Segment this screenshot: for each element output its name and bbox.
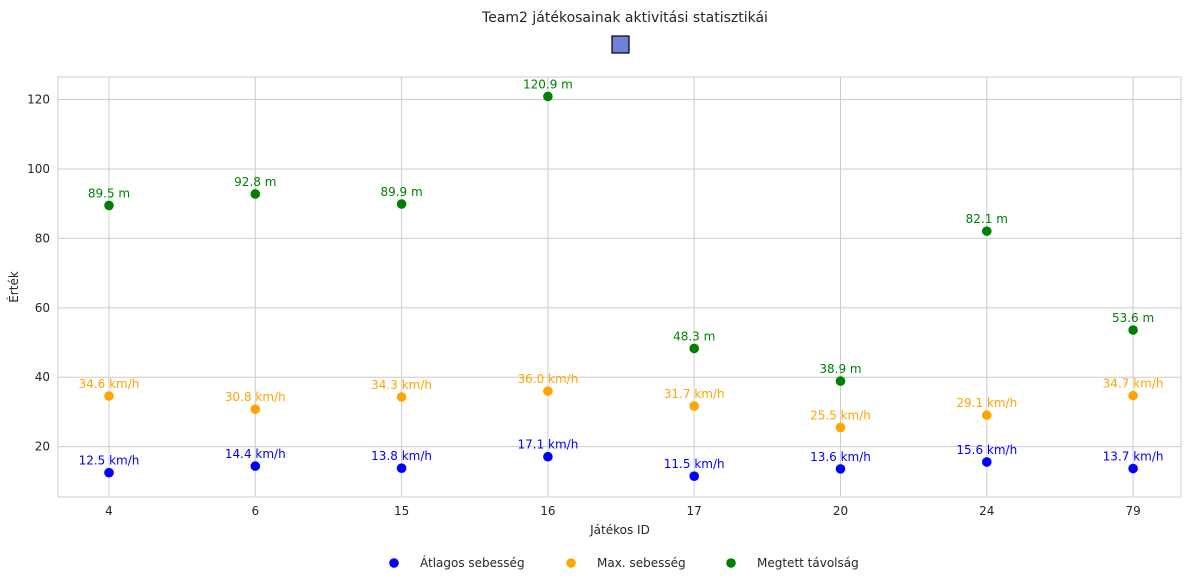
data-point <box>1128 463 1138 474</box>
data-point <box>835 376 846 386</box>
data-point <box>982 457 992 467</box>
data-label: 25.5 km/h <box>810 409 871 423</box>
data-point <box>835 464 846 474</box>
x-tick-label: 4 <box>105 504 113 518</box>
x-axis-label: Játékos ID <box>589 523 650 537</box>
data-point <box>835 422 846 433</box>
data-point <box>396 392 407 402</box>
legend-marker <box>389 558 399 568</box>
data-label: 14.4 km/h <box>225 447 286 461</box>
y-axis-ticks: 20 40 60 80 100 120 <box>27 93 50 454</box>
y-tick-label: 20 <box>35 440 50 454</box>
data-point <box>982 226 992 236</box>
grid <box>58 77 1181 497</box>
data-point <box>689 343 699 354</box>
data-point <box>250 189 261 199</box>
data-label: 17.1 km/h <box>517 438 578 452</box>
data-label: 13.8 km/h <box>371 449 432 463</box>
data-label: 53.6 m <box>1112 311 1154 325</box>
y-axis-label: Érték <box>6 271 21 303</box>
data-label: 38.9 m <box>819 362 861 376</box>
x-tick-label: 16 <box>540 504 555 518</box>
data-label: 31.7 km/h <box>664 387 725 401</box>
x-tick-label: 15 <box>394 504 409 518</box>
data-point <box>104 200 114 211</box>
data-point <box>396 463 407 473</box>
plot-area <box>57 76 1182 498</box>
data-point <box>982 410 992 420</box>
data-point <box>689 471 699 481</box>
x-tick-label: 79 <box>1125 504 1140 518</box>
data-label: 120.9 m <box>523 77 573 91</box>
data-label: 29.1 km/h <box>956 396 1017 410</box>
data-point <box>543 451 553 462</box>
data-point <box>104 467 114 478</box>
data-label: 34.7 km/h <box>1103 377 1164 391</box>
x-tick-label: 17 <box>687 504 702 518</box>
data-label: 92.8 m <box>234 175 276 189</box>
y-tick-label: 40 <box>35 370 50 384</box>
data-label: 89.9 m <box>380 185 422 199</box>
y-tick-label: 60 <box>35 301 50 315</box>
data-point <box>689 401 699 411</box>
x-axis-ticks: 4 6 15 16 17 20 24 79 <box>105 504 1141 518</box>
chart-title: Team2 játékosainak aktivitási statisztik… <box>481 10 768 26</box>
x-tick-label: 6 <box>251 504 259 518</box>
data-labels: 12.5 km/h 14.4 km/h 13.8 km/h 17.1 km/h 11.5… <box>79 77 1164 471</box>
data-label: 82.1 m <box>966 212 1008 226</box>
data-point <box>543 386 553 396</box>
y-tick-label: 100 <box>27 162 50 176</box>
data-label: 12.5 km/h <box>79 454 140 468</box>
data-point <box>543 91 553 102</box>
y-tick-label: 80 <box>35 231 50 245</box>
data-label: 34.6 km/h <box>79 377 140 391</box>
y-tick-label: 120 <box>27 93 50 107</box>
legend-marker <box>566 558 576 568</box>
data-label: 11.5 km/h <box>664 457 725 471</box>
data-point <box>104 391 114 401</box>
data-label: 30.8 km/h <box>225 390 286 404</box>
data-point <box>250 461 261 471</box>
data-points <box>104 91 1138 481</box>
legend: Átlagos sebesség Max. sebesség Megtett táv… <box>389 555 859 570</box>
data-point <box>1128 325 1138 335</box>
data-label: 89.5 m <box>88 186 130 200</box>
data-label: 34.3 km/h <box>371 378 432 392</box>
data-label: 48.3 m <box>673 329 715 343</box>
data-label: 13.7 km/h <box>1103 450 1164 464</box>
data-label: 36.0 km/h <box>517 372 578 386</box>
data-label: 15.6 km/h <box>956 443 1017 457</box>
legend-entry: Megtett távolság <box>757 556 859 570</box>
x-tick-label: 20 <box>833 504 848 518</box>
data-point <box>396 199 407 209</box>
legend-entry: Max. sebesség <box>597 556 686 570</box>
legend-entry: Átlagos sebesség <box>420 555 525 570</box>
legend-marker <box>726 558 736 568</box>
title-legend-marker <box>611 35 630 54</box>
data-point <box>1128 390 1138 401</box>
x-tick-label: 24 <box>979 504 994 518</box>
data-point <box>250 404 261 414</box>
data-label: 13.6 km/h <box>810 450 871 464</box>
